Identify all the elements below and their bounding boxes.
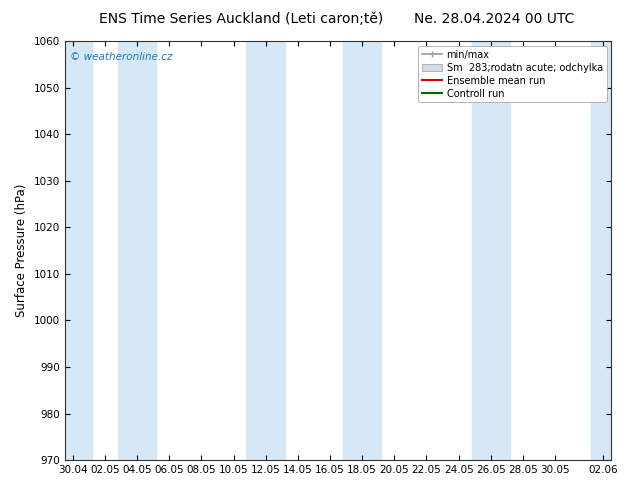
Bar — [118, 41, 157, 460]
Text: Ne. 28.04.2024 00 UTC: Ne. 28.04.2024 00 UTC — [415, 12, 574, 26]
Bar — [53, 41, 92, 460]
Legend: min/max, Sm  283;rodatn acute; odchylka, Ensemble mean run, Controll run: min/max, Sm 283;rodatn acute; odchylka, … — [418, 46, 607, 102]
Bar — [343, 41, 382, 460]
Bar — [472, 41, 510, 460]
Text: © weatheronline.cz: © weatheronline.cz — [70, 51, 172, 62]
Bar — [247, 41, 285, 460]
Bar — [590, 41, 611, 460]
Y-axis label: Surface Pressure (hPa): Surface Pressure (hPa) — [15, 184, 28, 318]
Text: ENS Time Series Auckland (Leti caron;tě): ENS Time Series Auckland (Leti caron;tě) — [99, 12, 383, 26]
